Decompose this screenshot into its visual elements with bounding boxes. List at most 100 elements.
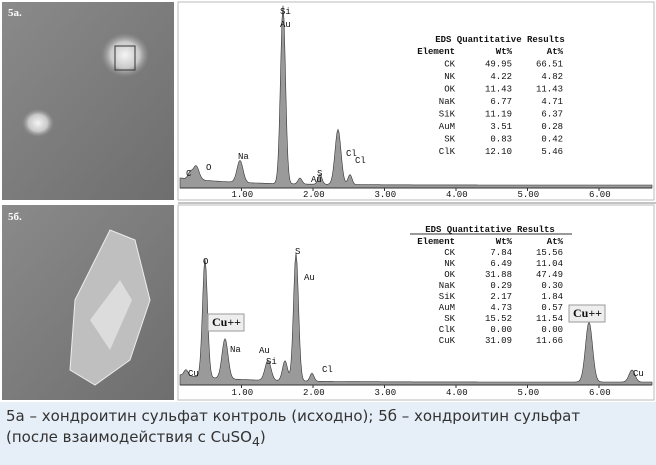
table-cell: 11.04 [536, 259, 563, 269]
table-cell: 0.57 [541, 303, 563, 313]
x-tick-label: 1.00 [232, 190, 254, 200]
table-cell: 5.46 [541, 147, 563, 157]
caption-sub: 4 [251, 434, 260, 449]
spectrum-frame [177, 1, 655, 201]
table-cell: SiK [439, 110, 456, 120]
table-cell: 15.52 [485, 314, 512, 324]
table-cell: 0.00 [541, 325, 563, 335]
table-cell: NaK [439, 281, 456, 291]
table-cell: 11.43 [485, 85, 512, 95]
table-cell: SK [444, 314, 455, 324]
x-tick-label: 6.00 [589, 190, 611, 200]
table-cell: 11.19 [485, 110, 512, 120]
table-header: At% [547, 237, 564, 247]
spectrum [179, 252, 653, 386]
table-cell: 0.29 [490, 281, 512, 291]
table-cell: 4.73 [490, 303, 512, 313]
table-cell: CK [444, 60, 455, 70]
table-title: EDS Quantitative Results [435, 35, 565, 45]
peak-label: Cl [355, 156, 366, 166]
particle [22, 109, 54, 137]
peak-label: O [206, 163, 211, 173]
table-cell: NK [444, 72, 455, 82]
table-cell: ClK [439, 147, 456, 157]
table-cell: 49.95 [485, 60, 512, 70]
table-title: EDS Quantitative Results [425, 225, 555, 235]
sem-image [2, 2, 174, 200]
x-tick-label: 4.00 [446, 388, 468, 398]
table-cell: 6.49 [490, 259, 512, 269]
caption-line: (после взаимодействия с CuSO4) [6, 427, 650, 452]
peak-label: S [295, 247, 300, 257]
table-cell: 0.00 [490, 325, 512, 335]
x-tick-label: 5.00 [518, 388, 540, 398]
table-cell: 0.42 [541, 135, 563, 145]
caption-line: 5а – хондроитин сульфат контроль (исходн… [6, 407, 581, 425]
table-cell: 12.10 [485, 147, 512, 157]
x-tick-label: 6.00 [589, 388, 611, 398]
x-tick-label: 2.00 [303, 388, 325, 398]
panel-label: 5a. [8, 7, 22, 19]
table-header: Element [417, 47, 455, 57]
table-cell: 11.43 [536, 85, 563, 95]
figure: 5a.1.002.003.004.005.006.007.00SiAuCONaS… [0, 0, 656, 402]
peak-label: Cu [633, 369, 644, 379]
peak-label: Cl [322, 365, 333, 375]
callout-box [207, 313, 245, 332]
x-tick-label: 5.00 [518, 190, 540, 200]
caption-text: ) [259, 428, 266, 446]
peak-label: Na [230, 345, 241, 355]
table-cell: 66.51 [536, 60, 563, 70]
table-cell: 31.09 [485, 336, 512, 346]
selection [114, 45, 136, 71]
caption: 5а – хондроитин сульфат контроль (исходн… [0, 402, 656, 465]
peak-label: Na [238, 152, 249, 162]
table-cell: CuK [439, 336, 456, 346]
spectrum [179, 5, 653, 189]
table-cell: 4.22 [490, 72, 512, 82]
table-header: Wt% [496, 47, 513, 57]
peak-label: Si [266, 357, 277, 367]
table-cell: NaK [439, 97, 456, 107]
x-tick-label: 3.00 [375, 190, 397, 200]
callout: Cu++ [212, 315, 241, 329]
peak-label: Cu [188, 369, 199, 379]
table-cell: 4.71 [541, 97, 563, 107]
particle [90, 280, 132, 350]
table-cell: ClK [439, 325, 456, 335]
peak-label: Au [311, 175, 322, 185]
table-header: At% [547, 47, 564, 57]
peak-label: Cl [346, 149, 357, 159]
table-cell: 7.84 [490, 248, 512, 258]
table-cell: 6.77 [490, 97, 512, 107]
panel-label: 5б. [8, 211, 22, 223]
table-cell: 0.83 [490, 135, 512, 145]
table-cell: OK [444, 85, 455, 95]
peak-label: Au [304, 273, 315, 283]
table-cell: CK [444, 248, 455, 258]
table-cell: AuM [439, 303, 455, 313]
peak-label: S [317, 169, 322, 179]
table-cell: NK [444, 259, 455, 269]
table-cell: 47.49 [536, 270, 563, 280]
spectrum-frame [177, 204, 655, 401]
x-tick-label: 3.00 [375, 388, 397, 398]
table-cell: SiK [439, 292, 456, 302]
table-cell: 11.54 [536, 314, 563, 324]
particle [101, 33, 149, 77]
table-cell: 6.37 [541, 110, 563, 120]
table-cell: OK [444, 270, 455, 280]
table-cell: 1.84 [541, 292, 563, 302]
caption-text: (после взаимодействия с CuSO [6, 428, 252, 446]
table-cell: 15.56 [536, 248, 563, 258]
peak-label: O [203, 257, 208, 267]
peak-label: Si [280, 7, 291, 17]
table-cell: 0.28 [541, 122, 563, 132]
table-cell: 3.51 [490, 122, 512, 132]
table-cell: 0.30 [541, 281, 563, 291]
callout: Cu++ [573, 306, 602, 320]
x-tick-label: 2.00 [303, 190, 325, 200]
table-cell: AuM [439, 122, 455, 132]
table-cell: 31.88 [485, 270, 512, 280]
